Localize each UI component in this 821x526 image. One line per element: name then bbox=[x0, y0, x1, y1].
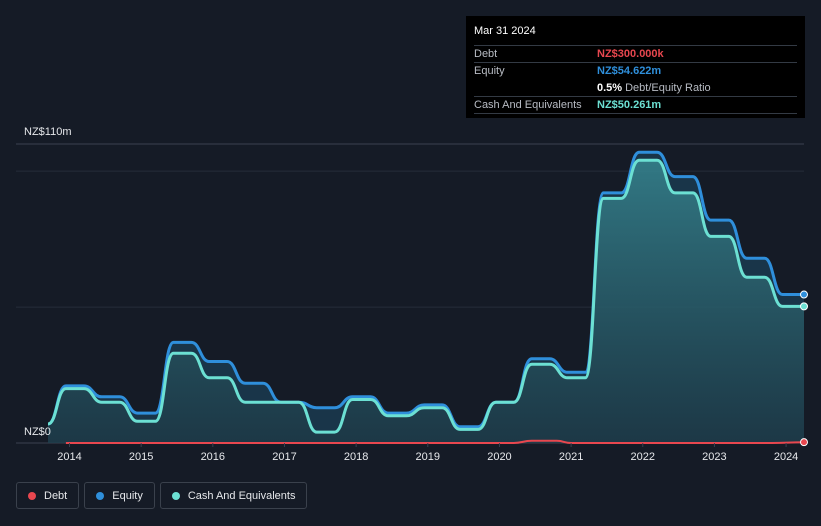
end-markers bbox=[800, 290, 808, 447]
equity-dot-icon bbox=[96, 491, 105, 500]
chart-legend: Debt Equity Cash And Equivalents bbox=[16, 482, 308, 509]
x-tick-label: 2017 bbox=[272, 451, 296, 463]
x-tick-label: 2020 bbox=[487, 451, 511, 463]
equity-end-marker bbox=[800, 290, 808, 299]
tooltip-ratio-label: Debt/Equity Ratio bbox=[625, 82, 711, 94]
legend-item-equity[interactable]: Equity bbox=[84, 482, 155, 509]
tooltip-equity-value: NZ$54.622m bbox=[597, 65, 662, 77]
tooltip-debt-value: NZ$300.000k bbox=[597, 48, 664, 60]
tooltip-equity-row: Equity NZ$54.622m bbox=[474, 63, 797, 80]
debt-line bbox=[65, 439, 805, 445]
x-tick-label: 2021 bbox=[559, 451, 583, 463]
x-tick-label: 2022 bbox=[631, 451, 655, 463]
y-axis-bottom-label: NZ$0 bbox=[24, 426, 51, 438]
tooltip-equity-label: Equity bbox=[474, 65, 505, 77]
tooltip-cash-value: NZ$50.261m bbox=[597, 99, 662, 111]
cash-dot-icon bbox=[171, 491, 180, 500]
x-tick-label: 2018 bbox=[344, 451, 368, 463]
legend-label-cash: Cash And Equivalents bbox=[187, 489, 296, 502]
cash-and-equivalents-line bbox=[47, 158, 804, 434]
tooltip-cash-row: Cash And Equivalents NZ$50.261m bbox=[474, 97, 797, 114]
x-tick-label: 2019 bbox=[416, 451, 440, 463]
legend-item-debt[interactable]: Debt bbox=[16, 482, 80, 509]
tooltip-cash-label: Cash And Equivalents bbox=[474, 99, 582, 111]
debt-dot-icon bbox=[28, 491, 36, 500]
chart-areas bbox=[48, 152, 804, 444]
tooltip-ratio-row: 0.5% Debt/Equity Ratio bbox=[474, 80, 797, 97]
x-tick-label: 2024 bbox=[774, 451, 798, 463]
debt-end-marker bbox=[800, 438, 808, 447]
tooltip-debt-row: Debt NZ$300.000k bbox=[474, 46, 797, 63]
y-axis-top-label: NZ$110m bbox=[24, 126, 71, 138]
equity-line bbox=[47, 150, 804, 429]
x-tick-label: 2014 bbox=[57, 451, 81, 463]
legend-item-cash[interactable]: Cash And Equivalents bbox=[159, 482, 308, 509]
x-tick-label: 2023 bbox=[702, 451, 726, 463]
x-tick-label: 2016 bbox=[201, 451, 225, 463]
tooltip-date: Mar 31 2024 bbox=[474, 24, 797, 46]
legend-label-equity: Equity bbox=[112, 489, 143, 502]
x-tick-label: 2015 bbox=[129, 451, 153, 463]
chart-lines bbox=[47, 150, 805, 445]
x-axis-ticks: 2014 2015 2016 2017 2018 2019 2020 2021 2022 2023… bbox=[57, 443, 798, 463]
cash-and-equivalents-end-marker bbox=[800, 302, 808, 311]
tooltip-debt-label: Debt bbox=[474, 48, 498, 60]
data-tooltip: Mar 31 2024 Debt NZ$300.000k Equity NZ$5… bbox=[466, 16, 805, 118]
cash-area bbox=[48, 160, 804, 444]
tooltip-ratio-value: 0.5% bbox=[597, 82, 623, 94]
legend-label-debt: Debt bbox=[44, 489, 68, 502]
